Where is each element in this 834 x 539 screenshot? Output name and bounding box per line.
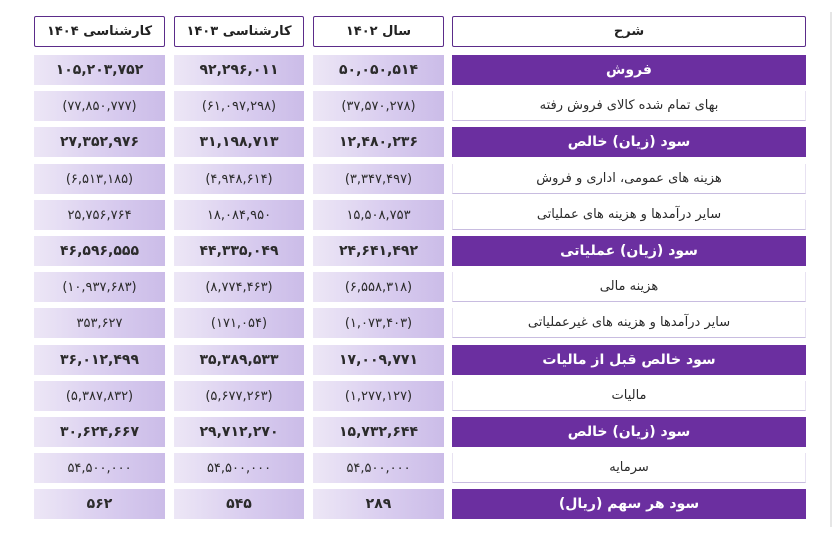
cell-1403: (۸,۷۷۴,۴۶۳)	[174, 272, 304, 302]
cell-1402: ۲۸۹	[313, 489, 444, 519]
cell-1402: ۱۵,۵۰۸,۷۵۳	[313, 200, 444, 230]
row-label: هزینه مالی	[452, 272, 806, 302]
cell-1402: ۵۰,۰۵۰,۵۱۴	[313, 55, 444, 85]
row-label: سود هر سهم (ریال)	[452, 489, 806, 519]
page-edge-divider	[830, 12, 832, 527]
cell-1404: (۱۰,۹۳۷,۶۸۳)	[34, 272, 165, 302]
row-label: مالیات	[452, 381, 806, 411]
cell-1403: ۳۵,۳۸۹,۵۳۳	[174, 345, 304, 375]
row-label: سود (زیان) خالص	[452, 127, 806, 157]
cell-1404: ۱۰۵,۲۰۳,۷۵۲	[34, 55, 165, 85]
cell-1404: ۲۷,۳۵۲,۹۷۶	[34, 127, 165, 157]
cell-1402: ۲۴,۶۴۱,۴۹۲	[313, 236, 444, 266]
cell-1404: ۳۶,۰۱۲,۴۹۹	[34, 345, 165, 375]
header-col-1402: سال ۱۴۰۲	[313, 16, 444, 47]
cell-1403: ۱۸,۰۸۴,۹۵۰	[174, 200, 304, 230]
cell-1403: (۶۱,۰۹۷,۲۹۸)	[174, 91, 304, 121]
row-label: بهای تمام شده کالای فروش رفته	[452, 91, 806, 121]
row-label: فروش	[452, 55, 806, 85]
cell-1402: (۱,۰۷۳,۴۰۳)	[313, 308, 444, 338]
cell-1403: ۵۴۵	[174, 489, 304, 519]
cell-1402: ۵۴,۵۰۰,۰۰۰	[313, 453, 444, 483]
cell-1404: (۶,۵۱۳,۱۸۵)	[34, 164, 165, 194]
cell-1404: ۴۶,۵۹۶,۵۵۵	[34, 236, 165, 266]
cell-1404: ۲۵,۷۵۶,۷۶۴	[34, 200, 165, 230]
cell-1404: (۵,۳۸۷,۸۳۲)	[34, 381, 165, 411]
row-label: هزینه های عمومی، اداری و فروش	[452, 164, 806, 194]
cell-1402: (۳۷,۵۷۰,۲۷۸)	[313, 91, 444, 121]
cell-1404: ۳۰,۶۲۴,۶۶۷	[34, 417, 165, 447]
cell-1402: (۶,۵۵۸,۳۱۸)	[313, 272, 444, 302]
cell-1404: (۷۷,۸۵۰,۷۷۷)	[34, 91, 165, 121]
row-label: سرمایه	[452, 453, 806, 483]
header-col-1404: کارشناسی ۱۴۰۴	[34, 16, 165, 47]
cell-1403: (۵,۶۷۷,۲۶۳)	[174, 381, 304, 411]
cell-1402: ۱۵,۷۳۲,۶۴۴	[313, 417, 444, 447]
cell-1402: ۱۷,۰۰۹,۷۷۱	[313, 345, 444, 375]
cell-1402: (۱,۲۷۷,۱۲۷)	[313, 381, 444, 411]
cell-1403: (۴,۹۴۸,۶۱۴)	[174, 164, 304, 194]
cell-1403: ۵۴,۵۰۰,۰۰۰	[174, 453, 304, 483]
cell-1404: ۵۴,۵۰۰,۰۰۰	[34, 453, 165, 483]
cell-1404: ۵۶۲	[34, 489, 165, 519]
header-col-description: شرح	[452, 16, 806, 47]
cell-1402: ۱۲,۴۸۰,۲۳۶	[313, 127, 444, 157]
cell-1402: (۳,۳۴۷,۴۹۷)	[313, 164, 444, 194]
row-label: سود (زیان) خالص	[452, 417, 806, 447]
cell-1404: ۳۵۳,۶۲۷	[34, 308, 165, 338]
row-label: سایر درآمدها و هزینه های عملیاتی	[452, 200, 806, 230]
cell-1403: ۹۲,۲۹۶,۰۱۱	[174, 55, 304, 85]
row-label: سود خالص قبل از مالیات	[452, 345, 806, 375]
cell-1403: (۱۷۱,۰۵۴)	[174, 308, 304, 338]
row-label: سایر درآمدها و هزینه های غیرعملیاتی	[452, 308, 806, 338]
cell-1403: ۴۴,۳۳۵,۰۴۹	[174, 236, 304, 266]
cell-1403: ۲۹,۷۱۲,۲۷۰	[174, 417, 304, 447]
header-col-1403: کارشناسی ۱۴۰۳	[174, 16, 304, 47]
row-label: سود (زیان) عملیاتی	[452, 236, 806, 266]
cell-1403: ۳۱,۱۹۸,۷۱۳	[174, 127, 304, 157]
